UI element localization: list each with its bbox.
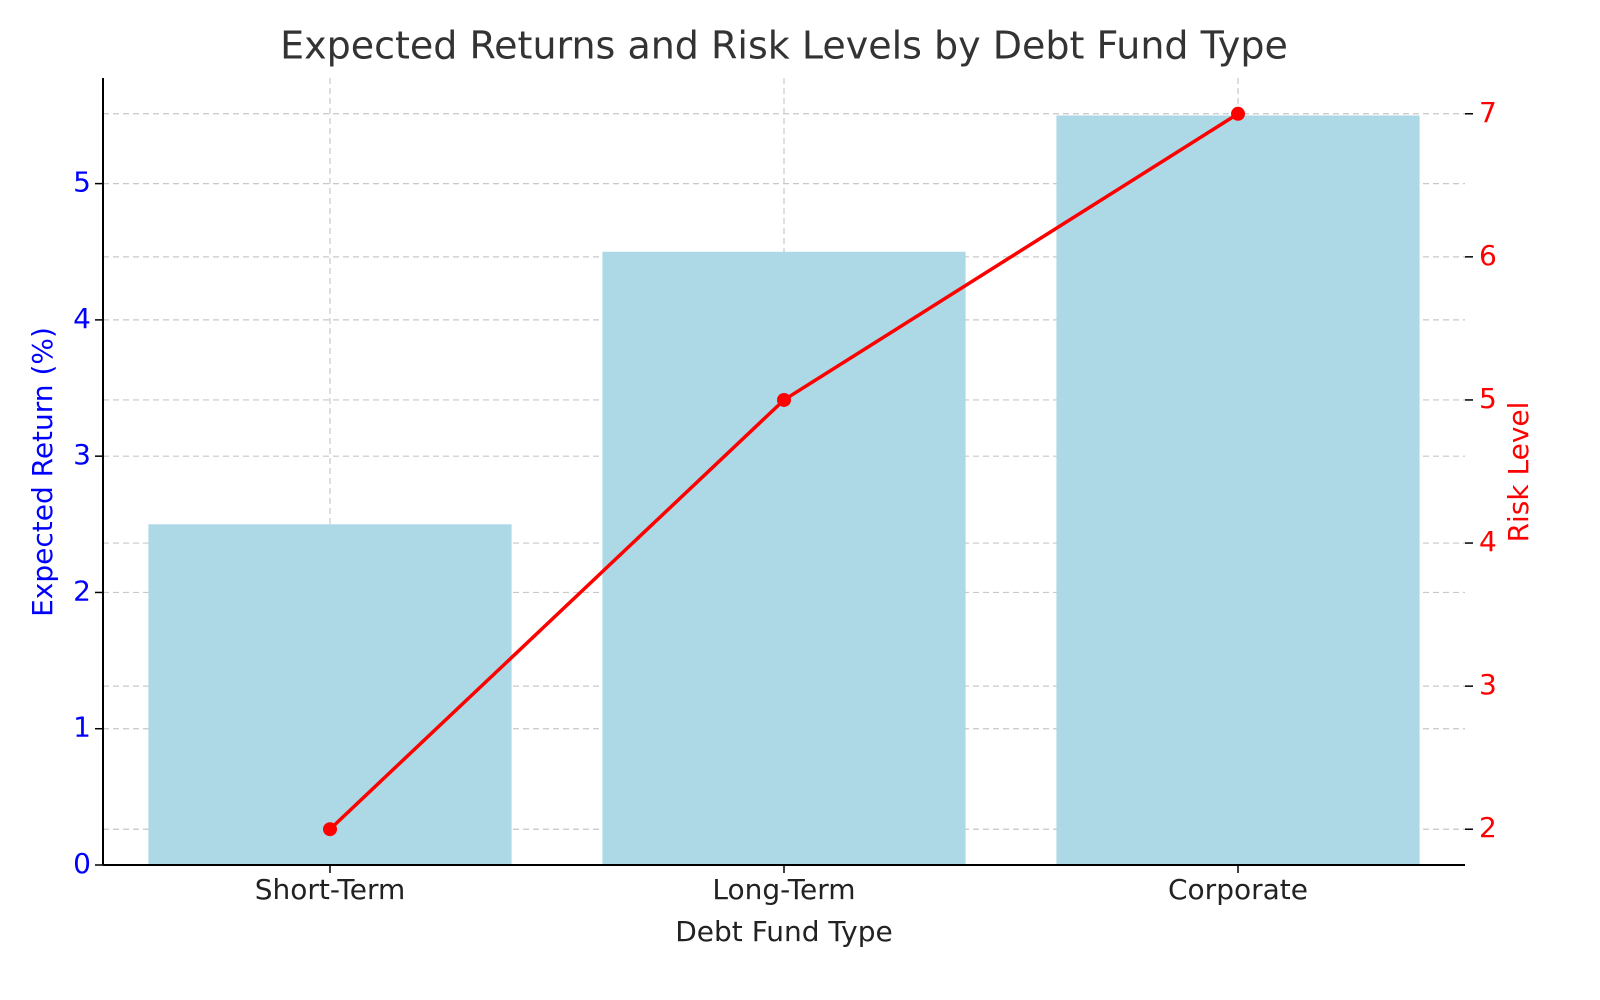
- y-tick-label: 1: [73, 711, 91, 744]
- y-tick-label: 4: [73, 302, 91, 335]
- x-axis-label: Debt Fund Type: [675, 915, 893, 948]
- x-tick-label: Long-Term: [712, 873, 855, 906]
- y-tick-label: 3: [73, 438, 91, 471]
- x-tick-label: Short-Term: [255, 873, 406, 906]
- bar: [602, 251, 966, 866]
- point: [777, 392, 791, 407]
- point: [1231, 106, 1245, 121]
- bar: [148, 524, 512, 865]
- y2-tick-label: 5: [1479, 382, 1497, 415]
- y2-tick-label: 7: [1479, 96, 1497, 129]
- y-axis-label: Expected Return (%): [26, 327, 59, 617]
- y-tick-label: 5: [73, 166, 91, 199]
- y2-tick-label: 2: [1479, 811, 1497, 844]
- bar: [1056, 115, 1420, 865]
- point: [323, 822, 337, 837]
- chart-title: Expected Returns and Risk Levels by Debt…: [280, 24, 1288, 68]
- y2-tick-label: 6: [1479, 239, 1497, 272]
- x-tick-label: Corporate: [1168, 873, 1308, 906]
- y2-tick-label: 3: [1479, 668, 1497, 701]
- y2-tick-label: 4: [1479, 525, 1497, 558]
- y2-axis-label: Risk Level: [1502, 402, 1535, 543]
- y-tick-label: 2: [73, 574, 91, 607]
- y-tick-label: 0: [73, 847, 91, 880]
